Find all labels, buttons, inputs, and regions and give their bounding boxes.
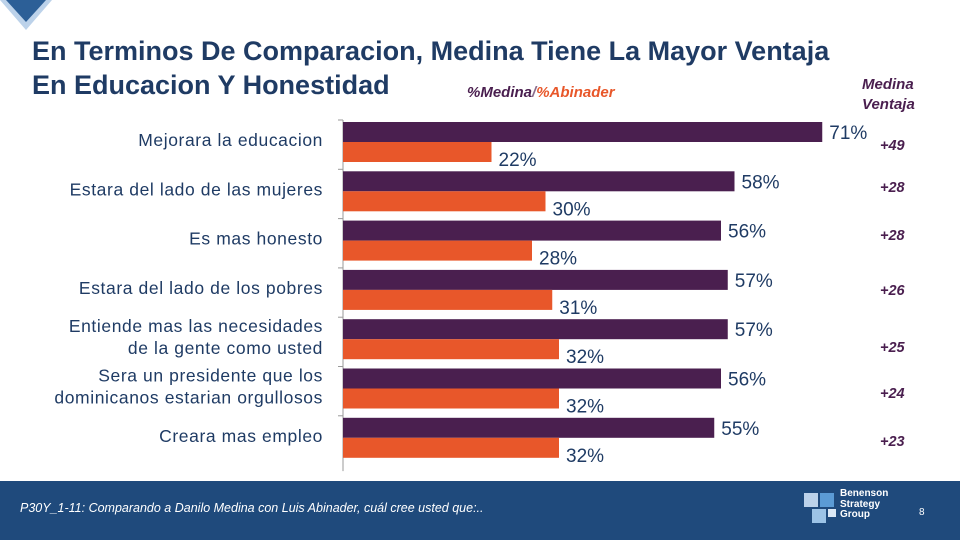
category-label: Sera un presidente que los [98,366,323,386]
advantage-header-line-1: Medina [862,76,914,93]
advantage-value: +28 [880,228,906,244]
bar-abinader [343,289,553,310]
bar-abinader [343,437,559,458]
advantage-value: +23 [880,434,905,450]
corner-chevron [0,0,52,30]
bar-abinader [343,388,559,409]
bar-abinader [343,240,532,261]
footer-note: P30Y_1-11: Comparando a Danilo Medina co… [20,501,484,515]
advantage-value: +28 [880,180,906,196]
advantage-value: +25 [880,340,906,356]
data-label-abinader: 31% [559,298,597,319]
legend-abinader: %Abinader [536,84,615,101]
title-line-1: En Terminos De Comparacion, Medina Tiene… [32,36,830,66]
data-label-medina: 57% [735,271,773,292]
category-label: dominicanos estarian orgullosos [54,388,323,408]
brand-name: Benenson Strategy Group [840,488,889,521]
data-label-abinader: 32% [566,446,604,467]
advantage-value: +26 [880,283,906,299]
data-label-abinader: 22% [499,150,537,171]
data-label-medina: 57% [735,320,773,341]
footer-bar: P30Y_1-11: Comparando a Danilo Medina co… [0,481,960,540]
data-label-abinader: 32% [566,397,604,418]
bar-abinader [343,339,559,360]
bar-medina [343,122,823,142]
brand-line-2: Strategy [840,498,881,510]
data-label-abinader: 28% [539,249,577,270]
bar-abinader [343,142,492,162]
category-label: Mejorara la educacion [138,130,323,150]
bar-medina [343,368,721,389]
brand-line-3: Group [840,509,870,520]
legend-separator: / [532,84,537,101]
category-label: Entiende mas las necesidades [69,316,323,336]
advantage-value: +49 [880,138,905,154]
advantage-header-line-2: Ventaja [862,96,915,113]
category-label: Creara mas empleo [159,426,323,446]
chart-legend: %Medina/%Abinader [467,84,615,101]
brand-line-1: Benenson [840,488,889,499]
category-label: Estara del lado de los pobres [79,278,323,298]
bar-abinader [343,191,546,212]
category-label: de la gente como usted [128,338,323,358]
title-line-2: En Educacion Y Honestidad [32,70,390,100]
data-label-medina: 55% [721,419,759,440]
data-label-abinader: 30% [553,199,591,220]
category-label: Es mas honesto [189,229,323,249]
bar-chart: Mejorara la educacion 71% 22% +49 Estara del… [54,119,906,472]
data-label-medina: 71% [829,123,867,144]
data-label-medina: 58% [742,172,780,193]
bar-medina [343,171,735,192]
advantage-header: Medina Ventaja [862,75,915,115]
benenson-logo-icon [804,493,836,523]
page-number: 8 [919,507,925,518]
bar-medina [343,269,728,290]
legend-medina: %Medina [467,84,533,101]
data-label-medina: 56% [728,370,766,391]
bar-medina [343,220,721,241]
data-label-abinader: 32% [566,347,604,368]
category-label: Estara del lado de las mujeres [70,179,323,199]
advantage-value: +24 [880,386,905,402]
page-title: En Terminos De Comparacion, Medina Tiene… [32,34,932,102]
bar-medina [343,417,715,438]
bar-medina [343,319,728,340]
data-label-medina: 56% [728,222,766,243]
